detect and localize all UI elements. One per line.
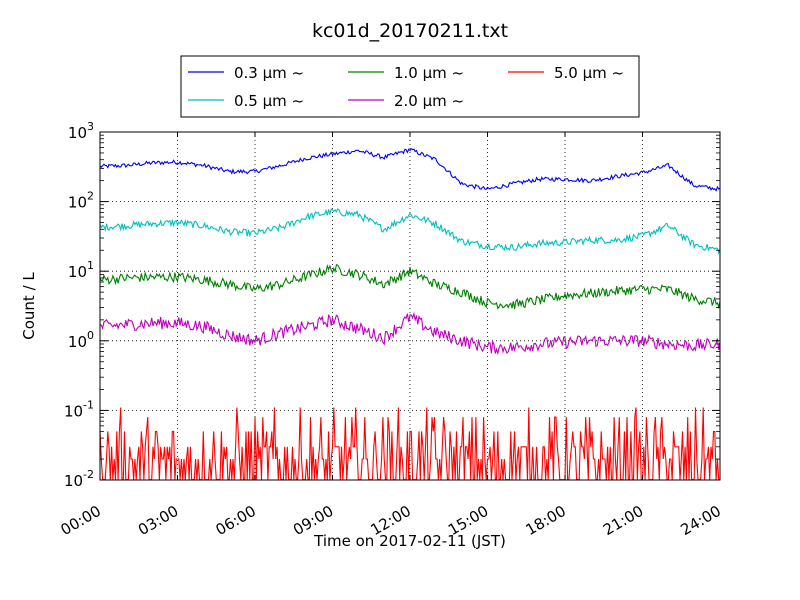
x-tick-label: 00:00 bbox=[58, 502, 104, 539]
plot-lines bbox=[99, 147, 721, 481]
x-tick-label: 21:00 bbox=[600, 502, 646, 539]
legend-label: 1.0 μm ~ bbox=[394, 64, 464, 82]
x-tick-label: 03:00 bbox=[135, 502, 181, 539]
y-tick-label: 10-1 bbox=[64, 398, 94, 420]
y-tick-label: 102 bbox=[68, 190, 94, 212]
legend-label: 0.5 μm ~ bbox=[234, 92, 304, 110]
chart-title: kc01d_20170211.txt bbox=[312, 20, 508, 42]
y-tick-label: 103 bbox=[68, 120, 94, 142]
series-line bbox=[99, 147, 721, 192]
x-tick-label: 24:00 bbox=[678, 502, 724, 539]
series-line bbox=[99, 208, 721, 255]
legend: 0.3 μm ~ 0.5 μm ~ 1.0 μm ~ 2.0 μm ~ 5.0 μm ~ bbox=[180, 55, 640, 118]
legend-box bbox=[180, 55, 640, 118]
x-axis-label: Time on 2017-02-11 (JST) bbox=[313, 532, 506, 550]
legend-label: 5.0 μm ~ bbox=[554, 64, 624, 82]
legend-label: 0.3 μm ~ bbox=[234, 64, 304, 82]
y-tick-label: 10-2 bbox=[64, 468, 94, 490]
y-tick-label: 101 bbox=[68, 259, 94, 281]
y-tick-label: 100 bbox=[68, 329, 94, 351]
legend-label: 2.0 μm ~ bbox=[394, 92, 464, 110]
x-tick-label: 18:00 bbox=[523, 502, 569, 539]
x-tick-label: 06:00 bbox=[213, 502, 259, 539]
y-axis-label: Count / L bbox=[20, 272, 38, 340]
series-line bbox=[99, 311, 721, 356]
series-line bbox=[99, 263, 721, 310]
